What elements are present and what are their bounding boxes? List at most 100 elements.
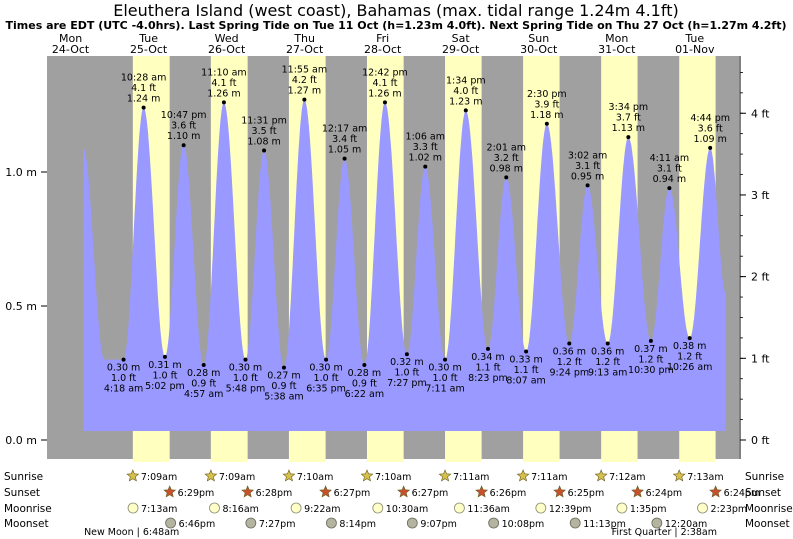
low-tide-label: 1.2 ft (595, 357, 620, 368)
high-tide-label: 3.1 ft (575, 161, 600, 172)
low-tide-label: 0.31 m (148, 360, 181, 371)
high-tide-point (708, 145, 713, 150)
moonset-time: 6:46pm (179, 519, 216, 530)
low-tide-point (485, 346, 490, 351)
sunset-time: 6:25pm (568, 488, 605, 499)
low-tide-label: 1.0 ft (111, 373, 136, 384)
moonrise-time: 12:39pm (549, 504, 592, 515)
row-label-moonset-right: Moonset (745, 518, 790, 530)
high-tide-label: 3:34 pm (609, 102, 649, 113)
low-tide-label: 10:26 am (667, 362, 712, 373)
high-tide-point (382, 100, 387, 105)
day-name: Fri (376, 32, 389, 45)
high-tide-label: 3:02 am (568, 150, 607, 161)
high-tide-label: 4:44 pm (690, 113, 730, 124)
high-tide-label: 1.18 m (530, 110, 563, 121)
moonrise-icon (127, 502, 139, 514)
high-tide-label: 4.1 ft (131, 83, 156, 94)
low-tide-label: 8:23 pm (468, 373, 508, 384)
sunrise-icon (594, 469, 608, 482)
low-tide-point (324, 357, 329, 362)
row-label-moonset: Moonset (4, 518, 49, 530)
moonset-icon (569, 517, 581, 529)
high-tide-label: 0.98 m (490, 163, 523, 174)
moonset-time: 8:14pm (339, 519, 376, 530)
day-date: 31-Oct (598, 43, 636, 56)
high-tide-point (585, 183, 590, 188)
sunset-time: 6:26pm (490, 488, 527, 499)
y-tick-label-m: 1.0 m (5, 166, 37, 179)
low-tide-label: 0.30 m (107, 363, 140, 374)
low-tide-label: 0.27 m (267, 371, 300, 382)
row-label-sunrise: Sunrise (4, 471, 43, 483)
high-tide-point (221, 100, 226, 105)
low-tide-label: 10:30 pm (628, 365, 674, 376)
sunrise-time: 7:13am (687, 472, 723, 483)
tide-area (83, 99, 726, 431)
low-tide-label: 1.2 ft (638, 354, 663, 365)
moonrise-time: 2:23pm (711, 504, 748, 515)
astronomy-rows: Sunrise Sunset Moonrise Moonset Sunrise Sunse… (4, 469, 793, 538)
day-name: Sun (528, 32, 549, 45)
low-tide-label: 1.0 ft (233, 373, 258, 384)
low-tide-label: 5:02 pm (145, 381, 185, 392)
sunrise-icon (672, 469, 686, 482)
row-label-sunset: Sunset (4, 487, 40, 499)
high-tide-label: 3.7 ft (616, 113, 641, 124)
low-tide-point (281, 365, 286, 370)
high-tide-label: 0.95 m (571, 171, 604, 182)
high-tide-point (626, 135, 631, 140)
low-tide-label: 0.36 m (553, 347, 586, 358)
high-tide-label: 2:30 pm (527, 89, 567, 100)
day-name: Tue (684, 32, 704, 45)
low-tide-label: 1.2 ft (677, 352, 702, 363)
low-tide-label: 1.1 ft (514, 365, 539, 376)
moonrise-icon (616, 502, 628, 514)
low-tide-label: 7:27 pm (387, 378, 427, 389)
high-tide-label: 2:01 am (487, 142, 526, 153)
y-tick-label-ft: 3 ft (751, 189, 770, 202)
high-tide-label: 12:42 pm (362, 67, 408, 78)
moonrise-time: 1:35pm (630, 504, 667, 515)
sunrise-time: 7:10am (297, 472, 333, 483)
moon-phase-label: First Quarter | 2:38am (612, 527, 717, 538)
chart-subtitle: Times are EDT (UTC -4.0hrs). Last Spring… (6, 19, 787, 32)
low-tide-label: 8:07 am (506, 376, 545, 387)
low-tide-point (201, 362, 206, 367)
low-tide-label: 0.32 m (390, 357, 423, 368)
high-tide-label: 3.6 ft (171, 121, 196, 132)
low-tide-label: 1.0 ft (394, 368, 419, 379)
sunrise-time: 7:10am (375, 472, 411, 483)
row-label-moonrise-right: Moonrise (745, 503, 793, 515)
high-tide-label: 3.1 ft (657, 164, 682, 175)
sunset-time: 6:24pm (724, 488, 761, 499)
high-tide-point (141, 105, 146, 110)
low-tide-point (524, 349, 529, 354)
high-tide-label: 1.08 m (247, 137, 280, 148)
low-tide-label: 0.36 m (591, 347, 624, 358)
day-name: Sat (452, 32, 471, 45)
moonset-time: 10:08pm (502, 519, 545, 530)
low-tide-label: 5:38 am (264, 392, 303, 403)
moonset-time: 11:13pm (583, 519, 626, 530)
day-date: 29-Oct (442, 43, 480, 56)
sunset-time: 6:28pm (256, 488, 293, 499)
daylight-band-edge (288, 459, 326, 462)
day-name: Thu (293, 32, 315, 45)
high-tide-label: 4.1 ft (211, 78, 236, 89)
low-tide-label: 6:35 pm (306, 384, 346, 395)
sunset-icon (241, 485, 255, 498)
y-tick-label-ft: 1 ft (751, 352, 770, 365)
row-label-sunrise-right: Sunrise (745, 471, 784, 483)
moonset-icon (165, 517, 176, 529)
chart-title: Eleuthera Island (west coast), Bahamas (… (113, 1, 678, 20)
high-tide-label: 3.9 ft (534, 99, 559, 110)
moonrise-icon (535, 502, 547, 514)
low-tide-point (162, 354, 167, 359)
high-tide-label: 3.6 ft (698, 123, 723, 134)
high-tide-label: 4.2 ft (292, 75, 317, 86)
daylight-band-edge (523, 459, 560, 462)
high-tide-label: 3.4 ft (332, 134, 357, 145)
high-tide-label: 1.23 m (449, 96, 482, 107)
y-tick-label-m: 0.0 m (5, 434, 37, 447)
